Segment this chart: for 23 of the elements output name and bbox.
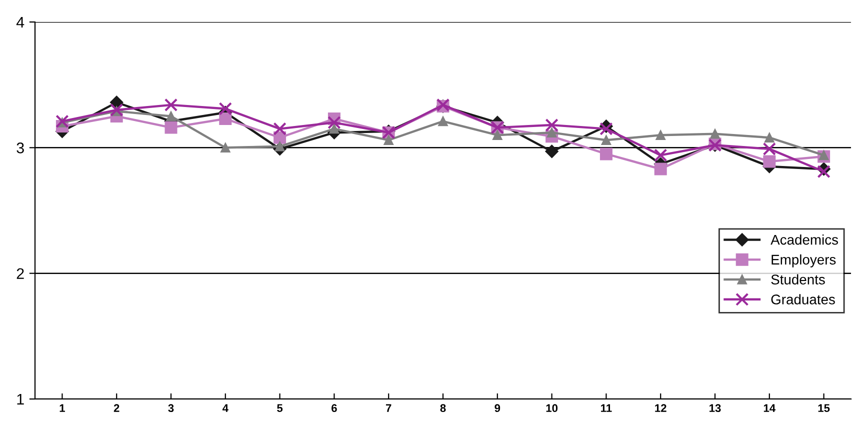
x-tick-label: 2 <box>114 404 120 412</box>
x-tick-label: 3 <box>168 404 174 412</box>
legend-label: Academics <box>770 234 838 245</box>
x-tick-label: 12 <box>655 404 666 412</box>
y-tick-label: 2 <box>16 268 24 279</box>
legend-label: Students <box>771 274 825 284</box>
x-tick-label: 15 <box>818 404 830 412</box>
y-tick-label: 1 <box>17 394 24 405</box>
x-tick-label: 1 <box>60 404 65 412</box>
x-tick-label: 4 <box>222 404 228 412</box>
x-tick-label: 6 <box>332 404 337 412</box>
x-tick-label: 10 <box>546 404 558 412</box>
x-tick-label: 9 <box>494 404 500 412</box>
x-tick-label: 14 <box>764 404 776 412</box>
legend-label: Graduates <box>771 294 835 304</box>
x-tick-label: 13 <box>710 404 721 412</box>
x-tick-label: 8 <box>440 404 446 412</box>
x-tick-label: 7 <box>386 404 392 412</box>
legend-label: Employers <box>772 254 836 268</box>
y-tick-label: 4 <box>16 17 24 28</box>
y-tick-label: 3 <box>16 142 24 154</box>
x-tick-label: 11 <box>601 404 612 412</box>
x-tick-label: 5 <box>277 404 283 412</box>
